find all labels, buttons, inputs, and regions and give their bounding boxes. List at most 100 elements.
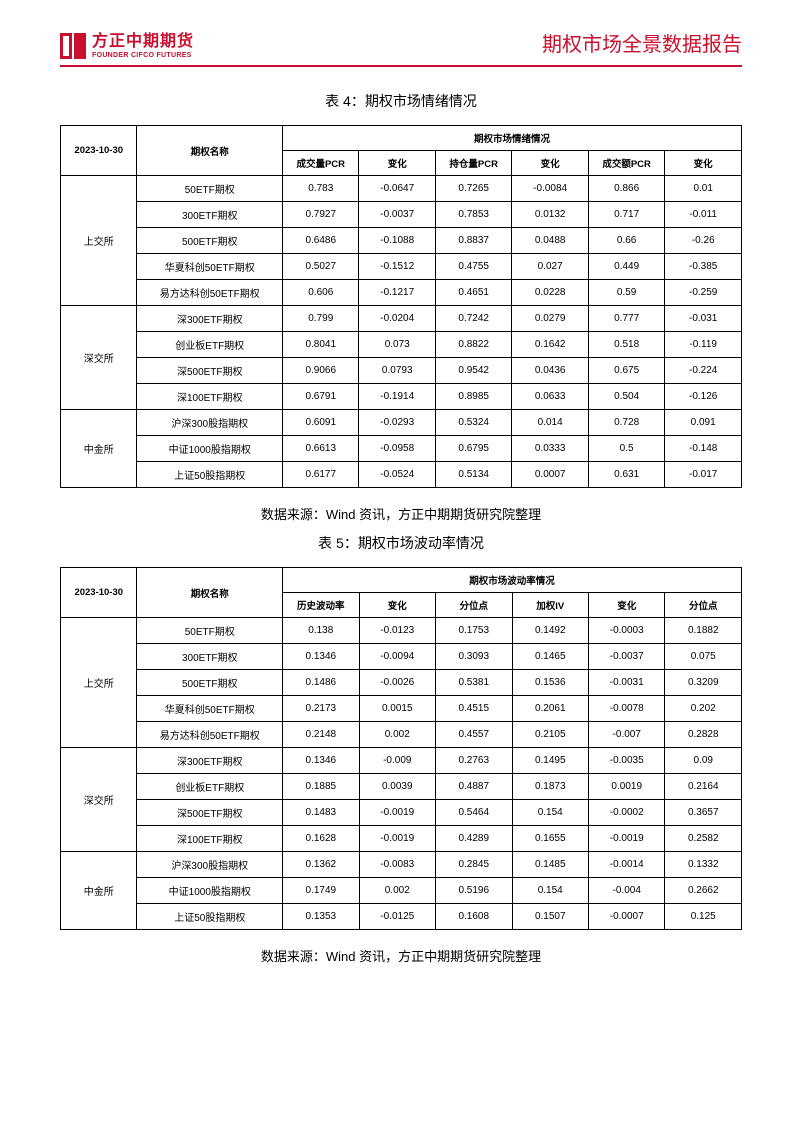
value-cell: 0.8837 [435,228,511,254]
value-cell: 0.1495 [512,748,588,774]
value-cell: 0.002 [359,722,435,748]
value-cell: 0.866 [588,176,664,202]
value-cell: 0.014 [512,410,588,436]
value-cell: -0.259 [665,280,742,306]
column-header: 变化 [359,151,435,176]
exchange-cell: 中金所 [61,852,137,930]
value-cell: 0.2164 [665,774,742,800]
column-header: 变化 [512,151,588,176]
value-cell: 0.1353 [283,904,359,930]
value-cell: 0.5464 [436,800,512,826]
option-name-cell: 华夏科创50ETF期权 [137,696,283,722]
value-cell: -0.0002 [588,800,664,826]
value-cell: -0.0083 [359,852,435,878]
value-cell: 0.0007 [512,462,588,488]
value-cell: 0.4651 [435,280,511,306]
column-header: 加权IV [512,593,588,618]
value-cell: -0.0031 [588,670,664,696]
value-cell: 0.728 [588,410,664,436]
value-cell: 0.2148 [283,722,359,748]
value-cell: 0.2061 [512,696,588,722]
value-cell: 0.5027 [283,254,359,280]
value-cell: -0.0125 [359,904,435,930]
value-cell: 0.0333 [512,436,588,462]
value-cell: -0.0204 [359,306,435,332]
option-name-cell: 上证50股指期权 [137,904,283,930]
option-name-cell: 创业板ETF期权 [137,332,283,358]
table-row: 创业板ETF期权0.18850.00390.48870.18730.00190.… [61,774,742,800]
value-cell: 0.7853 [435,202,511,228]
value-cell: 0.073 [359,332,435,358]
value-cell: 0.091 [665,410,742,436]
value-cell: -0.0019 [359,826,435,852]
value-cell: -0.1512 [359,254,435,280]
exchange-cell: 中金所 [61,410,137,488]
value-cell: 0.0633 [512,384,588,410]
document-title: 期权市场全景数据报告 [542,28,742,59]
table5-source: 数据来源：Wind 资讯，方正中期期货研究院整理 [60,946,742,965]
value-cell: -0.0007 [588,904,664,930]
option-name-cell: 深300ETF期权 [137,748,283,774]
value-cell: 0.8985 [435,384,511,410]
value-cell: 0.01 [665,176,742,202]
option-name-header: 期权名称 [137,568,283,618]
value-cell: 0.1536 [512,670,588,696]
group-header: 期权市场情绪情况 [283,126,742,151]
column-header: 变化 [359,593,435,618]
value-cell: 0.6486 [283,228,359,254]
option-name-cell: 沪深300股指期权 [137,410,283,436]
value-cell: 0.9066 [283,358,359,384]
value-cell: 0.0228 [512,280,588,306]
value-cell: 0.6177 [283,462,359,488]
value-cell: 0.1628 [283,826,359,852]
value-cell: 0.4557 [436,722,512,748]
value-cell: 0.6613 [283,436,359,462]
brand-name-cn: 方正中期期货 [92,34,194,50]
table-row: 上证50股指期权0.1353-0.01250.16080.1507-0.0007… [61,904,742,930]
column-header: 分位点 [665,593,742,618]
value-cell: 0.6091 [283,410,359,436]
table-row: 深交所深300ETF期权0.799-0.02040.72420.02790.77… [61,306,742,332]
value-cell: 0.6791 [283,384,359,410]
value-cell: -0.119 [665,332,742,358]
sentiment-table: 2023-10-30期权名称期权市场情绪情况成交量PCR变化持仓量PCR变化成交… [60,125,742,488]
table5-title: 表 5：期权市场波动率情况 [60,533,742,553]
column-header: 分位点 [436,593,512,618]
value-cell: 0.0436 [512,358,588,384]
value-cell: 0.6795 [435,436,511,462]
value-cell: -0.0014 [588,852,664,878]
column-header: 成交量PCR [283,151,359,176]
exchange-cell: 深交所 [61,306,137,410]
table-row: 500ETF期权0.1486-0.00260.53810.1536-0.0031… [61,670,742,696]
value-cell: 0.518 [588,332,664,358]
table-row: 300ETF期权0.7927-0.00370.78530.01320.717-0… [61,202,742,228]
value-cell: -0.004 [588,878,664,904]
option-name-cell: 创业板ETF期权 [137,774,283,800]
value-cell: 0.2845 [436,852,512,878]
value-cell: 0.5196 [436,878,512,904]
value-cell: 0.799 [283,306,359,332]
value-cell: 0.0488 [512,228,588,254]
value-cell: 0.7265 [435,176,511,202]
table-row: 创业板ETF期权0.80410.0730.88220.16420.518-0.1… [61,332,742,358]
value-cell: 0.1483 [283,800,359,826]
table-row: 深交所深300ETF期权0.1346-0.0090.27630.1495-0.0… [61,748,742,774]
value-cell: 0.5 [588,436,664,462]
value-cell: 0.4755 [435,254,511,280]
value-cell: 0.0019 [588,774,664,800]
value-cell: 0.1882 [665,618,742,644]
value-cell: 0.0132 [512,202,588,228]
option-name-header: 期权名称 [137,126,283,176]
value-cell: 0.66 [588,228,664,254]
value-cell: -0.0026 [359,670,435,696]
value-cell: 0.2763 [436,748,512,774]
option-name-cell: 300ETF期权 [137,644,283,670]
table-row: 500ETF期权0.6486-0.10880.88370.04880.66-0.… [61,228,742,254]
value-cell: 0.2105 [512,722,588,748]
value-cell: 0.075 [665,644,742,670]
value-cell: 0.7927 [283,202,359,228]
exchange-cell: 上交所 [61,618,137,748]
value-cell: 0.154 [512,800,588,826]
value-cell: 0.8822 [435,332,511,358]
column-header: 变化 [588,593,664,618]
